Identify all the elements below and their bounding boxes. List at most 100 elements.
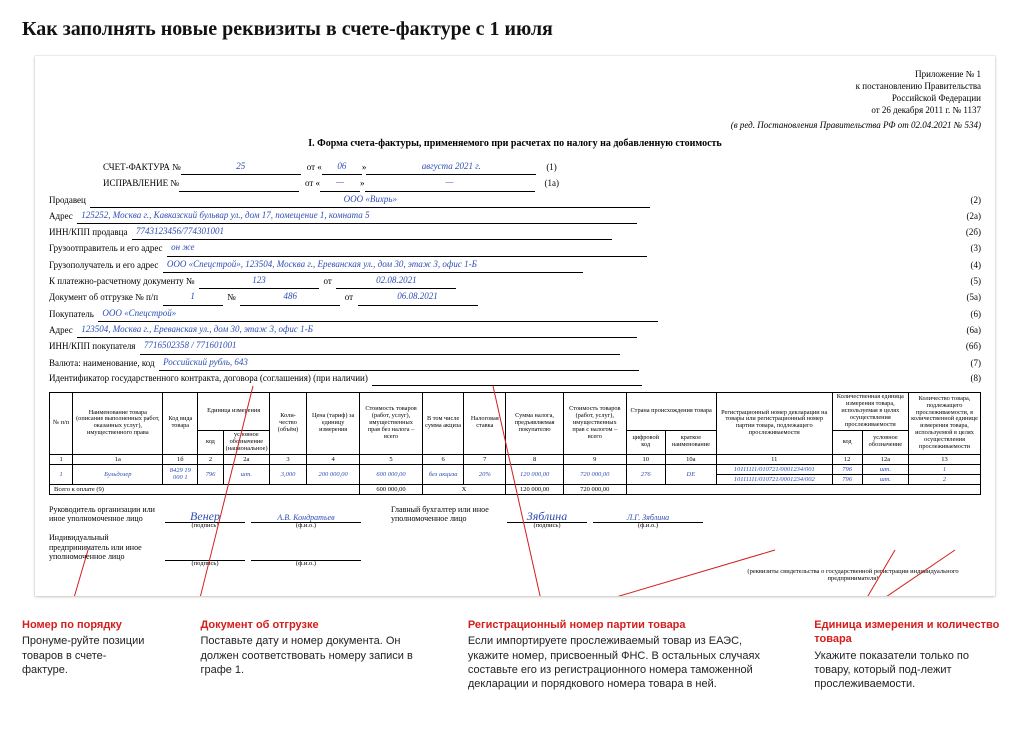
ref-6b: (6б) <box>966 339 981 354</box>
cell: 276 <box>626 464 665 484</box>
th-7: Налоговая ставка <box>464 393 506 454</box>
contract-val <box>372 385 642 386</box>
document-panel: Приложение № 1 к постановлению Правитель… <box>35 56 995 596</box>
callout-text: Укажите показатели только по товару, кот… <box>814 650 969 691</box>
cell: 1 <box>909 464 981 474</box>
callout-title: Единица измерения и количество товара <box>814 618 1002 647</box>
fix-month: — <box>365 175 535 191</box>
shipper-lbl: Грузоотправитель и его адрес <box>49 241 163 256</box>
n1a: 1а <box>73 454 163 464</box>
th-2: код <box>198 430 223 454</box>
n7: 7 <box>464 454 506 464</box>
table-row: 1 Бульдозер 8429 19 000 1 796 шт. 3,000 … <box>50 464 981 474</box>
signature: Зяблина <box>527 509 567 523</box>
cell: 2 <box>909 474 981 484</box>
ship-ot: от <box>345 290 353 305</box>
callout-3: Регистрационный номер партии товара Если… <box>468 618 764 691</box>
n9: 9 <box>564 454 627 464</box>
baddr-val: 123504, Москва г., Ереванская ул., дом 3… <box>77 322 637 338</box>
payment-date: 02.08.2021 <box>336 273 456 289</box>
sf-number: 25 <box>181 159 301 175</box>
n5: 5 <box>360 454 423 464</box>
total-5: 600 000,00 <box>360 484 423 494</box>
hint-sign: (подпись) <box>165 560 245 567</box>
hint-fio: (ф.и.о.) <box>251 560 361 567</box>
callout-1: Номер по порядку Пронуме-руйте позиции т… <box>22 618 150 691</box>
th-13: Количество товара, подлежащего прослежив… <box>909 393 981 454</box>
shipper-val: он же <box>167 240 647 256</box>
meta-line: Приложение № 1 <box>731 68 981 80</box>
seller-lbl: Продавец <box>49 193 86 208</box>
th-12a: условное обозначение <box>862 430 908 454</box>
th-10a: краткое наименование <box>665 430 716 454</box>
inn-val: 7743123456/774301001 <box>132 224 612 240</box>
th-4: Цена (тариф) за единицу измерения <box>307 393 360 454</box>
cell: 200 000,00 <box>307 464 360 484</box>
th-3: Коли-чество (объём) <box>269 393 306 454</box>
cell: 720 000,00 <box>564 464 627 484</box>
n10a: 10а <box>665 454 716 464</box>
table-header: № п/п Наименование товара (описание выпо… <box>50 393 981 465</box>
signer-name: А.В. Кондратьев <box>277 513 334 522</box>
callout-title: Регистрационный номер партии товара <box>468 618 764 632</box>
contract-lbl: Идентификатор государственного контракта… <box>49 371 368 386</box>
ref-1: (1) <box>546 160 557 175</box>
th-10: цифровой код <box>626 430 665 454</box>
callout-title: Номер по порядку <box>22 618 150 632</box>
ref-1a: (1а) <box>545 176 560 191</box>
ref-3: (3) <box>971 241 982 256</box>
meta-line: Российской Федерации <box>731 92 981 104</box>
n8: 8 <box>506 454 564 464</box>
fix-ot: от « <box>305 176 320 191</box>
th-2g: Единица измерения <box>198 393 270 431</box>
n11: 11 <box>716 454 832 464</box>
cell: 600 000,00 <box>360 464 423 484</box>
hint-sign: (подпись) <box>165 522 245 529</box>
cell: без акциза <box>422 464 464 484</box>
sf-day: 06 <box>322 159 362 175</box>
buyer-lbl: Покупатель <box>49 307 94 322</box>
callout-row: Номер по порядку Пронуме-руйте позиции т… <box>22 618 1002 691</box>
ref-8: (8) <box>971 371 982 386</box>
th-8: Сумма налога, предъявляемая покупателю <box>506 393 564 454</box>
total-row: Всего к оплате (9) 600 000,00 X 120 000,… <box>50 484 981 494</box>
role-director: Руководитель организации или иное уполно… <box>49 505 159 523</box>
callout-text: Поставьте дату и номер документа. Он дол… <box>200 635 412 676</box>
callout-title: Документ об отгрузке <box>200 618 417 632</box>
fix-day: — <box>320 175 360 191</box>
callout-2: Документ об отгрузке Поставьте дату и но… <box>200 618 417 691</box>
th-6: В том числе сумма акциза <box>422 393 464 454</box>
cell: 120 000,00 <box>506 464 564 484</box>
ref-6a: (6а) <box>967 323 982 338</box>
fix-label: ИСПРАВЛЕНИЕ № <box>49 176 179 191</box>
registration-note: (реквизиты свидетельства о государственн… <box>723 568 983 582</box>
th-12g: Количественная единица измерения товара,… <box>832 393 908 431</box>
th-1a: Наименование товара (описание выполненны… <box>73 393 163 454</box>
invoice-table: № п/п Наименование товара (описание выпо… <box>49 392 981 495</box>
n6: 6 <box>422 454 464 464</box>
cell: 1 <box>50 464 73 484</box>
addr-lbl: Адрес <box>49 209 73 224</box>
buyer-val: ООО «Спецстрой» <box>98 306 658 322</box>
ship-date: 06.08.2021 <box>358 289 478 305</box>
meta-line: к постановлению Правительства <box>731 80 981 92</box>
ship-pp: 1 <box>163 289 223 305</box>
cell: 20% <box>464 464 506 484</box>
sf-ot: от « <box>307 160 322 175</box>
cell: 3,000 <box>269 464 306 484</box>
n2: 2 <box>198 454 223 464</box>
n12a: 12а <box>862 454 908 464</box>
th-9: Стоимость товаров (работ, услуг), имущес… <box>564 393 627 454</box>
appendix-meta: Приложение № 1 к постановлению Правитель… <box>731 68 981 131</box>
role-ip: Индивидуальный предприниматель или иное … <box>49 533 159 561</box>
hint-sign: (подпись) <box>507 522 587 529</box>
binn-lbl: ИНН/КПП покупателя <box>49 339 135 354</box>
n3: 3 <box>269 454 306 464</box>
hint-fio: (ф.и.о.) <box>593 522 703 529</box>
cell: Бульдозер <box>73 464 163 484</box>
role-accountant: Главный бухгалтер или иное уполномоченно… <box>391 505 501 523</box>
total-blank <box>626 484 980 494</box>
th-11: Регистрационный номер декларации на това… <box>716 393 832 454</box>
callout-text: Пронуме-руйте позиции товаров в счете-фа… <box>22 635 144 676</box>
ref-2a: (2а) <box>967 209 982 224</box>
